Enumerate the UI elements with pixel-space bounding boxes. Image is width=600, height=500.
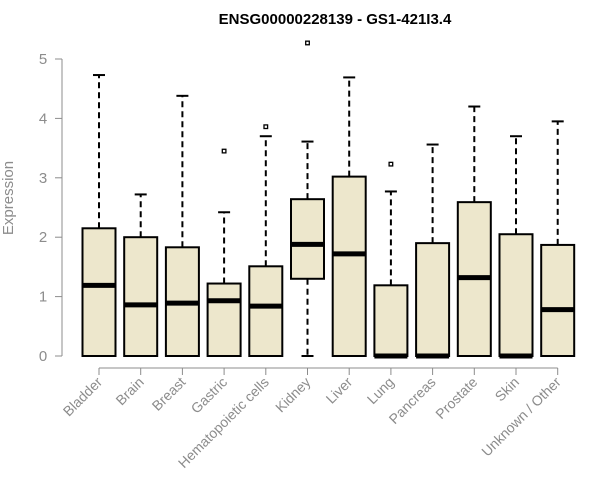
box-skin	[498, 135, 534, 359]
box-gastric	[206, 148, 242, 358]
box-prostate	[456, 105, 492, 357]
x-tick-label: Brain	[112, 374, 146, 408]
outlier-point	[263, 124, 269, 130]
y-tick-label: 2	[39, 229, 47, 246]
box-kidney	[290, 40, 325, 357]
y-tick-label: 4	[39, 110, 47, 127]
x-tick-label: Breast	[149, 374, 189, 414]
outlier-point	[388, 161, 394, 167]
chart-title: ENSG00000228139 - GS1-421I3.4	[219, 11, 452, 28]
x-tick-label: Liver	[323, 374, 356, 407]
iqr-box	[331, 175, 367, 357]
y-axis-label: Expression	[0, 161, 17, 235]
box-bladder	[81, 74, 117, 357]
y-tick-label: 3	[39, 170, 47, 187]
box-hematopoietic-cells	[248, 124, 284, 357]
box-brain	[123, 193, 159, 357]
x-tick-label: Kidney	[272, 374, 314, 416]
y-tick-label: 1	[39, 289, 47, 306]
iqr-box	[206, 282, 242, 358]
iqr-box	[81, 227, 117, 357]
iqr-box	[123, 236, 159, 357]
box-series	[81, 40, 576, 359]
iqr-box	[248, 265, 284, 357]
outlier-point	[305, 40, 310, 46]
x-tick-label: Skin	[492, 374, 523, 405]
box-liver	[331, 76, 367, 357]
iqr-box	[540, 243, 576, 357]
box-pancreas	[415, 143, 451, 359]
iqr-box	[290, 198, 325, 280]
x-tick-label: Bladder	[60, 374, 106, 420]
y-tick-label: 0	[39, 348, 47, 365]
box-breast	[164, 94, 200, 358]
y-axis: 0 1 2 3 4 5	[39, 51, 63, 365]
x-tick-label: Prostate	[432, 374, 480, 422]
iqr-box	[415, 242, 451, 357]
outlier-point	[221, 148, 227, 154]
x-tick-label: Lung	[364, 374, 397, 407]
x-tick-label: Unknown / Other	[478, 374, 564, 460]
box-lung	[373, 161, 409, 359]
iqr-box	[373, 284, 409, 357]
iqr-box	[498, 233, 534, 357]
y-tick-label: 5	[39, 51, 47, 68]
box-unknown-other	[540, 120, 576, 357]
